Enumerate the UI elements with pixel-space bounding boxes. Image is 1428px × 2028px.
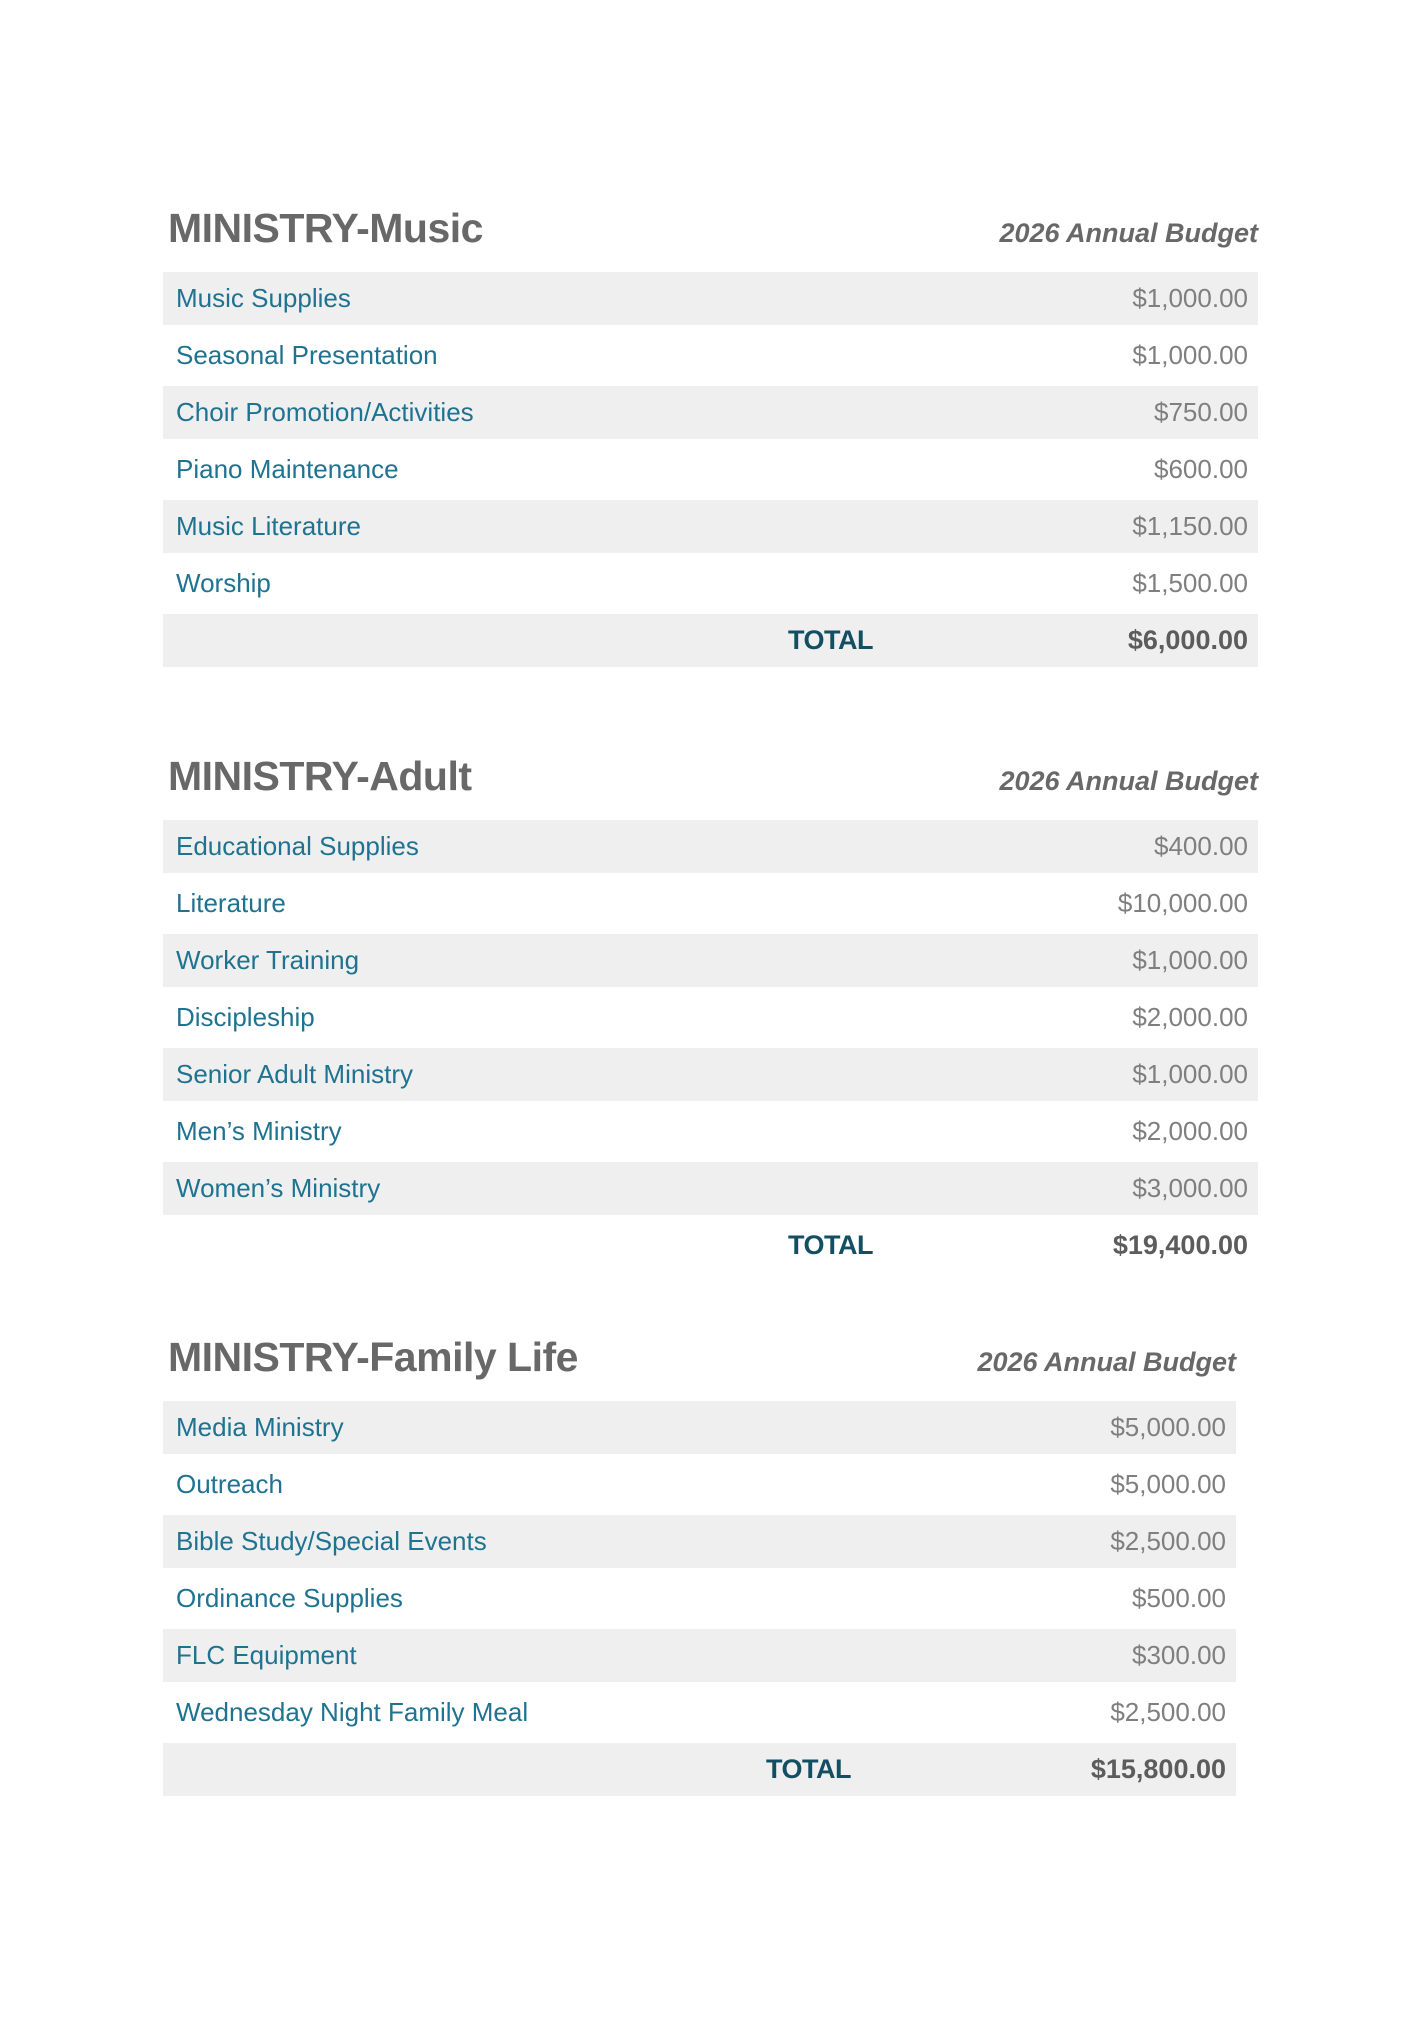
total-row: TOTAL $6,000.00: [163, 614, 1258, 667]
total-amount: $6,000.00: [1127, 625, 1248, 655]
budget-table: Educational Supplies $400.00 Literature $10…: [163, 820, 1258, 1272]
budget-row: Literature $10,000.00: [163, 877, 1258, 930]
line-item-label: Educational Supplies: [176, 831, 419, 861]
budget-column-header: 2026 Annual Budget: [999, 766, 1258, 796]
line-item-amount: $500.00: [1132, 1583, 1226, 1613]
budget-row: Women’s Ministry $3,000.00: [163, 1162, 1258, 1215]
line-item-label: Bible Study/Special Events: [176, 1526, 487, 1556]
total-row: TOTAL $15,800.00: [163, 1743, 1236, 1796]
line-item-amount: $2,000.00: [1132, 1002, 1248, 1032]
line-item-amount: $1,000.00: [1132, 340, 1248, 370]
total-label: TOTAL: [788, 625, 874, 655]
section-header: MINISTRY-Adult 2026 Annual Budget: [163, 753, 1258, 804]
line-item-label: Music Supplies: [176, 283, 351, 313]
line-item-label: FLC Equipment: [176, 1640, 357, 1670]
budget-row: Wednesday Night Family Meal $2,500.00: [163, 1686, 1236, 1739]
total-row: TOTAL $19,400.00: [163, 1219, 1258, 1272]
budget-section-adult: MINISTRY-Adult 2026 Annual Budget Educat…: [163, 753, 1258, 1272]
budget-row: Men’s Ministry $2,000.00: [163, 1105, 1258, 1158]
line-item-label: Men’s Ministry: [176, 1116, 342, 1146]
budget-row: Music Literature $1,150.00: [163, 500, 1258, 553]
line-item-amount: $1,500.00: [1132, 568, 1248, 598]
budget-row: Discipleship $2,000.00: [163, 991, 1258, 1044]
line-item-label: Ordinance Supplies: [176, 1583, 403, 1613]
section-title: MINISTRY-Family Life: [168, 1334, 578, 1380]
line-item-label: Wednesday Night Family Meal: [176, 1697, 529, 1727]
section-header: MINISTRY-Music 2026 Annual Budget: [163, 205, 1258, 256]
budget-row: Educational Supplies $400.00: [163, 820, 1258, 873]
line-item-label: Choir Promotion/Activities: [176, 397, 474, 427]
budget-row: Senior Adult Ministry $1,000.00: [163, 1048, 1258, 1101]
budget-row: Worker Training $1,000.00: [163, 934, 1258, 987]
section-title: MINISTRY-Adult: [168, 753, 472, 799]
line-item-label: Piano Maintenance: [176, 454, 399, 484]
line-item-amount: $300.00: [1132, 1640, 1226, 1670]
line-item-amount: $400.00: [1154, 831, 1248, 861]
line-item-amount: $1,150.00: [1132, 511, 1248, 541]
line-item-amount: $2,500.00: [1110, 1697, 1226, 1727]
section-title: MINISTRY-Music: [168, 205, 483, 251]
total-label: TOTAL: [788, 1230, 874, 1260]
line-item-amount: $5,000.00: [1110, 1469, 1226, 1499]
budget-table: Music Supplies $1,000.00 Seasonal Presenta…: [163, 272, 1258, 667]
budget-table: Media Ministry $5,000.00 Outreach $5,000.00…: [163, 1401, 1236, 1796]
line-item-amount: $1,000.00: [1132, 945, 1248, 975]
line-item-amount: $600.00: [1154, 454, 1248, 484]
line-item-label: Worship: [176, 568, 271, 598]
line-item-label: Literature: [176, 888, 286, 918]
budget-row: Music Supplies $1,000.00: [163, 272, 1258, 325]
line-item-label: Discipleship: [176, 1002, 315, 1032]
line-item-amount: $1,000.00: [1132, 1059, 1248, 1089]
total-amount: $19,400.00: [1112, 1230, 1248, 1260]
budget-row: Outreach $5,000.00: [163, 1458, 1236, 1511]
budget-row: Seasonal Presentation $1,000.00: [163, 329, 1258, 382]
total-label: TOTAL: [766, 1754, 852, 1784]
line-item-label: Women’s Ministry: [176, 1173, 381, 1203]
line-item-amount: $750.00: [1154, 397, 1248, 427]
section-header: MINISTRY-Family Life 2026 Annual Budget: [163, 1334, 1236, 1385]
budget-row: Worship $1,500.00: [163, 557, 1258, 610]
line-item-amount: $2,000.00: [1132, 1116, 1248, 1146]
line-item-amount: $10,000.00: [1117, 888, 1248, 918]
budget-column-header: 2026 Annual Budget: [999, 218, 1258, 248]
line-item-label: Senior Adult Ministry: [176, 1059, 413, 1089]
budget-row: Bible Study/Special Events $2,500.00: [163, 1515, 1236, 1568]
line-item-label: Outreach: [176, 1469, 283, 1499]
budget-row: FLC Equipment $300.00: [163, 1629, 1236, 1682]
budget-row: Piano Maintenance $600.00: [163, 443, 1258, 496]
budget-row: Ordinance Supplies $500.00: [163, 1572, 1236, 1625]
budget-row: Media Ministry $5,000.00: [163, 1401, 1236, 1454]
line-item-label: Seasonal Presentation: [176, 340, 438, 370]
line-item-label: Media Ministry: [176, 1412, 344, 1442]
budget-row: Choir Promotion/Activities $750.00: [163, 386, 1258, 439]
line-item-amount: $3,000.00: [1132, 1173, 1248, 1203]
budget-column-header: 2026 Annual Budget: [977, 1347, 1236, 1377]
line-item-amount: $2,500.00: [1110, 1526, 1226, 1556]
line-item-amount: $5,000.00: [1110, 1412, 1226, 1442]
total-amount: $15,800.00: [1090, 1754, 1226, 1784]
line-item-amount: $1,000.00: [1132, 283, 1248, 313]
budget-section-music: MINISTRY-Music 2026 Annual Budget Music …: [163, 205, 1258, 667]
budget-section-family-life: MINISTRY-Family Life 2026 Annual Budget …: [163, 1334, 1236, 1796]
line-item-label: Music Literature: [176, 511, 361, 541]
line-item-label: Worker Training: [176, 945, 360, 975]
